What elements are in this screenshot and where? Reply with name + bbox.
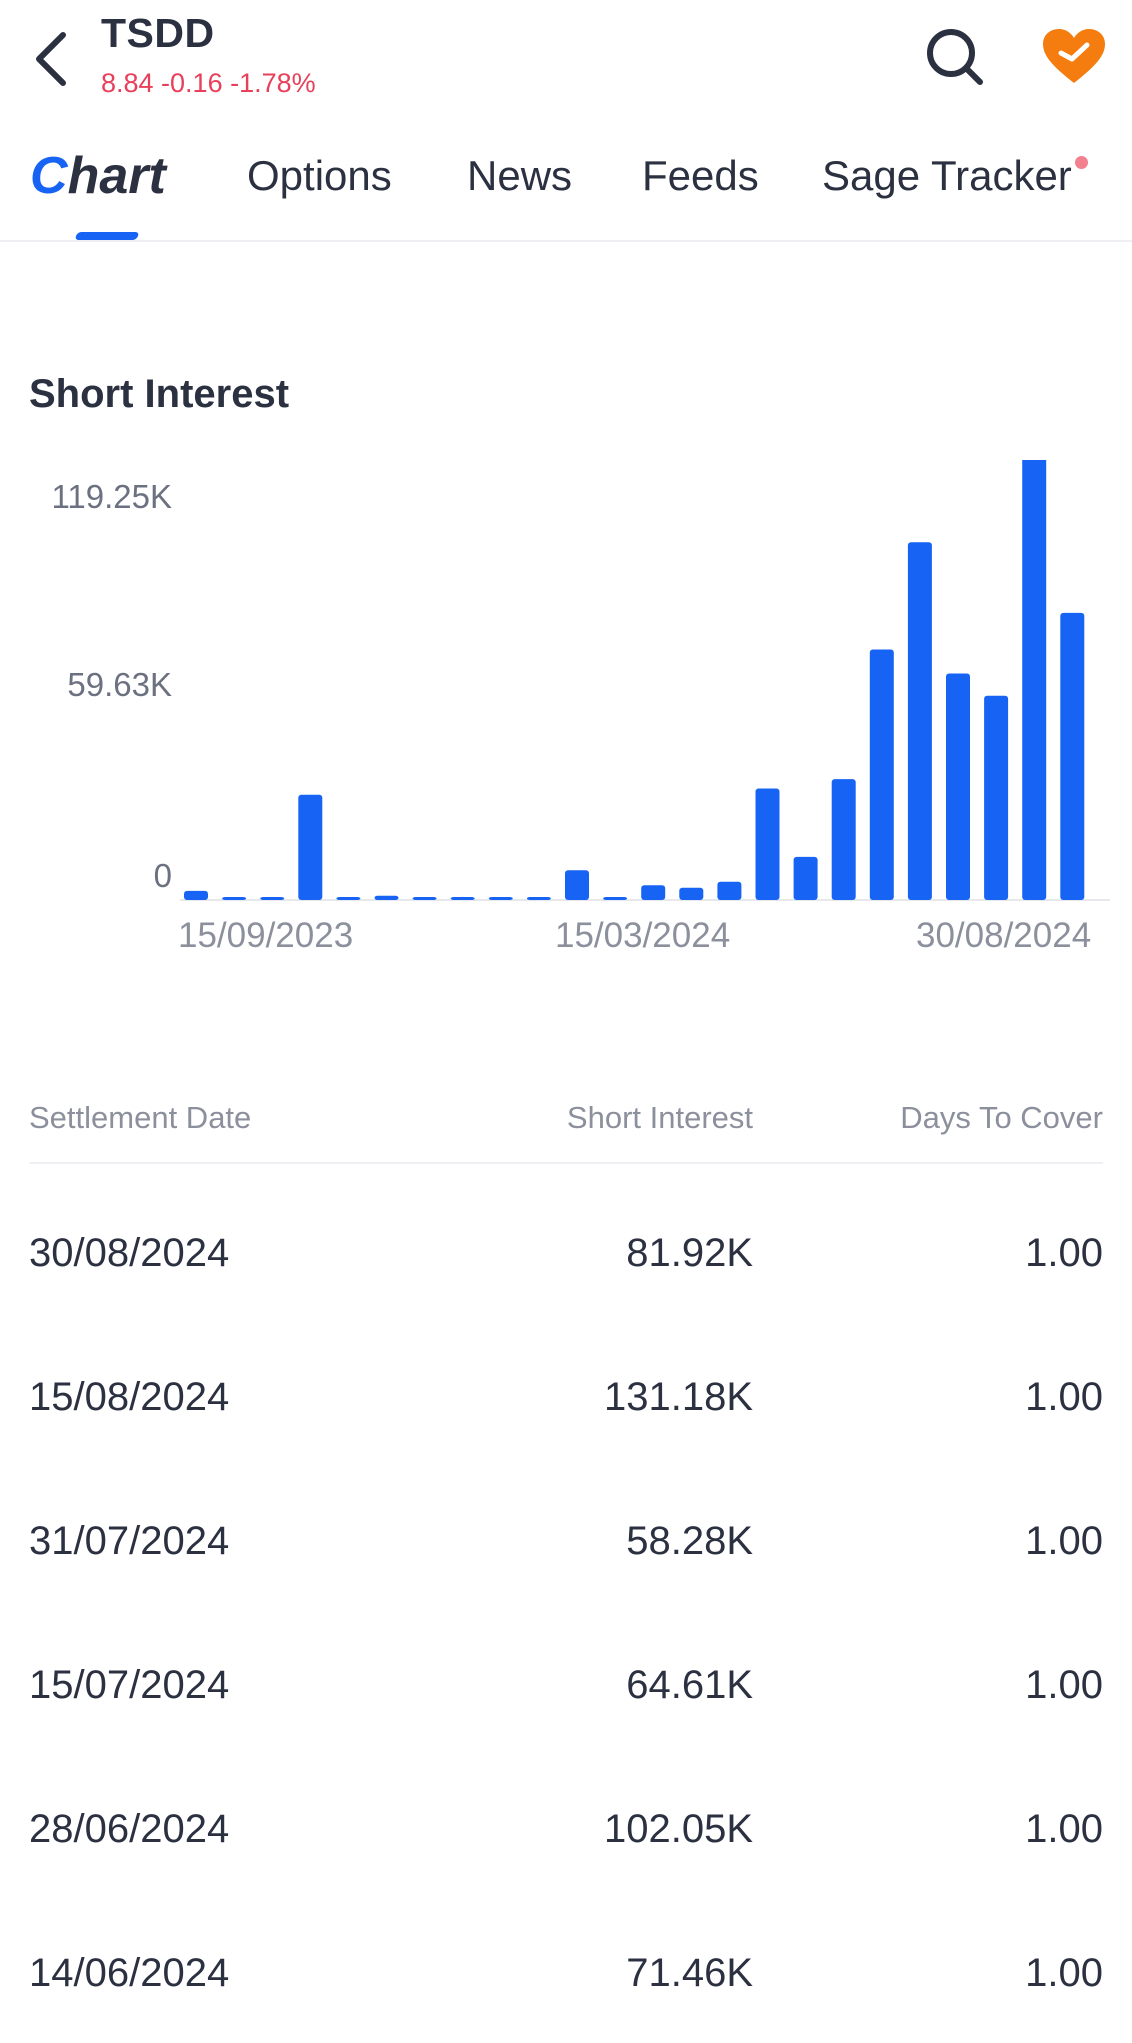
days-to-cover-value: 1.00 xyxy=(1025,1519,1103,1563)
back-button[interactable] xyxy=(26,24,76,94)
days-to-cover-value: 1.00 xyxy=(1025,1663,1103,1707)
chart-bar[interactable] xyxy=(793,856,818,900)
y-tick-zero: 0 xyxy=(153,857,172,894)
chart-bar[interactable] xyxy=(184,890,208,900)
notification-dot xyxy=(1075,156,1088,169)
chart-bar[interactable] xyxy=(450,897,475,900)
tab-chart[interactable]: Chart xyxy=(30,146,166,206)
short-interest-value: 102.05K xyxy=(603,1807,753,1851)
short-interest-value: 71.46K xyxy=(626,1951,753,1995)
top-bar: TSDD 8.84 -0.16 -1.78% xyxy=(0,0,1132,120)
chart-bar[interactable] xyxy=(831,779,856,900)
heart-icon xyxy=(1043,29,1105,83)
section-title: Short Interest xyxy=(29,372,290,416)
chart-bar[interactable] xyxy=(565,870,589,900)
chart-bar[interactable] xyxy=(755,788,780,901)
chart-bar[interactable] xyxy=(679,887,704,900)
table-row: 30/08/2024 81.92K 1.00 xyxy=(29,1181,1103,1325)
settlement-date: 28/06/2024 xyxy=(29,1807,230,1851)
tab-sage-tracker[interactable]: Sage Tracker xyxy=(822,152,1072,199)
chart-bar[interactable] xyxy=(526,897,551,900)
col-settlement-date[interactable]: Settlement Date xyxy=(29,1100,252,1135)
chart-bar[interactable] xyxy=(907,542,932,900)
chart-bar[interactable] xyxy=(641,885,666,900)
y-tick-mid: 59.63K xyxy=(67,666,172,703)
days-to-cover-value: 1.00 xyxy=(1025,1375,1103,1419)
x-tick-mid: 15/03/2024 xyxy=(555,916,731,955)
tab-feeds[interactable]: Feeds xyxy=(642,152,759,199)
chart-bar[interactable] xyxy=(260,897,285,900)
short-interest-chart: 119.25K 59.63K 0 15/09/2023 15/03/2024 3… xyxy=(0,460,1132,980)
x-tick-start: 15/09/2023 xyxy=(178,916,354,955)
chart-bar[interactable] xyxy=(869,649,894,901)
settlement-date: 14/06/2024 xyxy=(29,1951,230,1995)
col-days-to-cover[interactable]: Days To Cover xyxy=(900,1100,1103,1135)
short-interest-value: 131.18K xyxy=(603,1375,753,1419)
table-row: 15/07/2024 64.61K 1.00 xyxy=(29,1613,1103,1757)
table-row: 15/08/2024 131.18K 1.00 xyxy=(29,1325,1103,1469)
col-short-interest[interactable]: Short Interest xyxy=(566,1100,753,1135)
settlement-date: 30/08/2024 xyxy=(29,1231,230,1275)
table-row: 28/06/2024 102.05K 1.00 xyxy=(29,1757,1103,1901)
search-button[interactable] xyxy=(920,22,990,92)
favorite-button[interactable] xyxy=(1036,22,1112,92)
chart-bar[interactable] xyxy=(374,895,399,900)
settlement-date: 31/07/2024 xyxy=(29,1519,230,1563)
settlement-date: 15/07/2024 xyxy=(29,1663,230,1707)
tab-chart-label-rest: hart xyxy=(67,147,166,205)
chart-bar[interactable] xyxy=(984,695,1009,900)
x-tick-end: 30/08/2024 xyxy=(916,916,1092,955)
active-tab-indicator xyxy=(74,232,140,240)
short-interest-value: 81.92K xyxy=(626,1231,753,1275)
price-change-quote: 8.84 -0.16 -1.78% xyxy=(101,68,316,98)
short-interest-value: 58.28K xyxy=(626,1519,753,1563)
ticker-symbol: TSDD xyxy=(101,10,215,56)
chart-bar[interactable] xyxy=(603,897,628,900)
chart-bar[interactable] xyxy=(488,897,513,900)
chart-bar[interactable] xyxy=(222,897,247,900)
tab-options[interactable]: Options xyxy=(247,152,392,199)
tab-bar: Chart Options News Feeds Sage Tracker xyxy=(0,140,1132,242)
chevron-left-icon xyxy=(36,32,66,86)
days-to-cover-value: 1.00 xyxy=(1025,1807,1103,1851)
table-header: Settlement Date Short Interest Days To C… xyxy=(29,1100,1103,1164)
days-to-cover-value: 1.00 xyxy=(1025,1231,1103,1275)
chart-bar[interactable] xyxy=(1060,612,1085,900)
chart-bar[interactable] xyxy=(412,897,437,900)
search-icon xyxy=(927,29,983,85)
table-row: 14/06/2024 71.46K 1.00 xyxy=(29,1901,1103,2043)
settlement-date: 15/08/2024 xyxy=(29,1375,230,1419)
chart-bar[interactable] xyxy=(717,881,742,900)
tab-news[interactable]: News xyxy=(467,152,573,199)
y-tick-max: 119.25K xyxy=(51,478,173,515)
chart-bar[interactable] xyxy=(298,794,323,900)
days-to-cover-value: 1.00 xyxy=(1025,1951,1103,1995)
tab-chart-label-first: C xyxy=(30,147,68,205)
chart-bar[interactable] xyxy=(946,673,970,901)
chart-bar[interactable] xyxy=(336,897,361,900)
chart-bars xyxy=(180,460,1110,901)
short-interest-value: 64.61K xyxy=(626,1663,753,1707)
chart-bar[interactable] xyxy=(1022,460,1047,900)
table-row: 31/07/2024 58.28K 1.00 xyxy=(29,1469,1103,1613)
